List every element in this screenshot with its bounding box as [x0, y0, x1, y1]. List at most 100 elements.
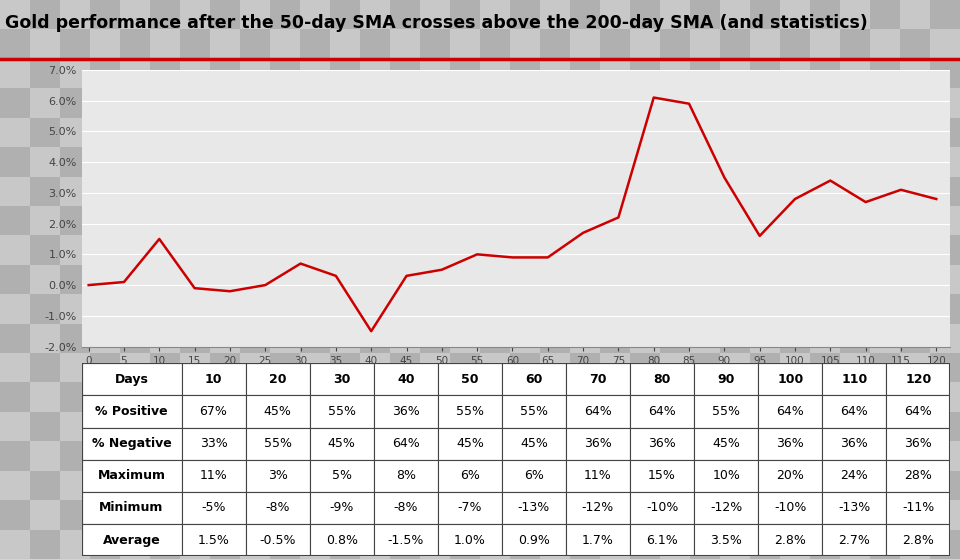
Bar: [300, 0, 330, 30]
Bar: [930, 177, 960, 206]
Bar: [360, 30, 390, 59]
Bar: [694, 363, 758, 396]
Bar: [450, 265, 480, 294]
Text: 70: 70: [589, 373, 607, 386]
Bar: [0, 382, 30, 412]
Bar: [780, 265, 810, 294]
Bar: [660, 206, 690, 235]
Bar: [373, 459, 438, 492]
Bar: [90, 471, 120, 500]
Bar: [150, 294, 180, 324]
Bar: [30, 529, 60, 559]
Bar: [330, 412, 360, 441]
Bar: [180, 294, 210, 324]
Bar: [90, 412, 120, 441]
Bar: [390, 30, 420, 59]
Bar: [630, 324, 660, 353]
Bar: [420, 353, 450, 382]
Bar: [390, 412, 420, 441]
Bar: [60, 30, 90, 59]
Bar: [780, 59, 810, 88]
Bar: [810, 0, 840, 30]
Bar: [210, 0, 240, 30]
Bar: [810, 59, 840, 88]
Bar: [240, 235, 270, 265]
Bar: [330, 265, 360, 294]
Bar: [300, 294, 330, 324]
Bar: [810, 147, 840, 177]
Bar: [758, 524, 823, 556]
Bar: [823, 492, 886, 524]
Text: 90: 90: [717, 373, 734, 386]
Bar: [300, 30, 330, 59]
Bar: [330, 88, 360, 118]
Bar: [502, 492, 566, 524]
Text: 36%: 36%: [584, 437, 612, 450]
Bar: [510, 382, 540, 412]
Bar: [450, 353, 480, 382]
Bar: [120, 529, 150, 559]
Bar: [450, 471, 480, 500]
Bar: [810, 500, 840, 529]
Bar: [270, 147, 300, 177]
Text: 50: 50: [461, 373, 479, 386]
Bar: [480, 353, 510, 382]
Bar: [570, 324, 600, 353]
Bar: [150, 529, 180, 559]
Bar: [600, 529, 630, 559]
Text: 64%: 64%: [904, 405, 932, 418]
Bar: [90, 500, 120, 529]
Text: 45%: 45%: [264, 405, 292, 418]
Bar: [840, 500, 870, 529]
Bar: [870, 0, 900, 30]
Bar: [510, 294, 540, 324]
Bar: [270, 206, 300, 235]
Bar: [870, 441, 900, 471]
Bar: [750, 324, 780, 353]
Bar: [150, 441, 180, 471]
Bar: [150, 118, 180, 147]
Bar: [570, 382, 600, 412]
Text: -10%: -10%: [774, 501, 806, 514]
Bar: [630, 118, 660, 147]
Bar: [570, 30, 600, 59]
Text: 80: 80: [654, 373, 671, 386]
Bar: [630, 265, 660, 294]
Bar: [780, 177, 810, 206]
Bar: [930, 59, 960, 88]
Bar: [0, 118, 30, 147]
Bar: [90, 441, 120, 471]
Bar: [840, 235, 870, 265]
Bar: [450, 30, 480, 59]
Bar: [210, 265, 240, 294]
Bar: [373, 396, 438, 428]
Bar: [180, 324, 210, 353]
Bar: [570, 471, 600, 500]
Bar: [750, 294, 780, 324]
Bar: [720, 529, 750, 559]
Bar: [310, 524, 373, 556]
Bar: [60, 529, 90, 559]
Bar: [810, 30, 840, 59]
Bar: [60, 471, 90, 500]
Text: -8%: -8%: [394, 501, 418, 514]
Bar: [270, 265, 300, 294]
Bar: [660, 118, 690, 147]
Bar: [120, 500, 150, 529]
Bar: [823, 396, 886, 428]
Bar: [360, 500, 390, 529]
Bar: [240, 529, 270, 559]
Bar: [390, 118, 420, 147]
Text: Minimum: Minimum: [100, 501, 164, 514]
Text: 33%: 33%: [200, 437, 228, 450]
Text: 110: 110: [841, 373, 868, 386]
Bar: [660, 441, 690, 471]
Bar: [840, 382, 870, 412]
Bar: [630, 30, 660, 59]
Bar: [750, 30, 780, 59]
Bar: [690, 294, 720, 324]
Bar: [420, 412, 450, 441]
Text: 2.8%: 2.8%: [902, 534, 934, 547]
Bar: [900, 353, 930, 382]
Text: 36%: 36%: [392, 405, 420, 418]
